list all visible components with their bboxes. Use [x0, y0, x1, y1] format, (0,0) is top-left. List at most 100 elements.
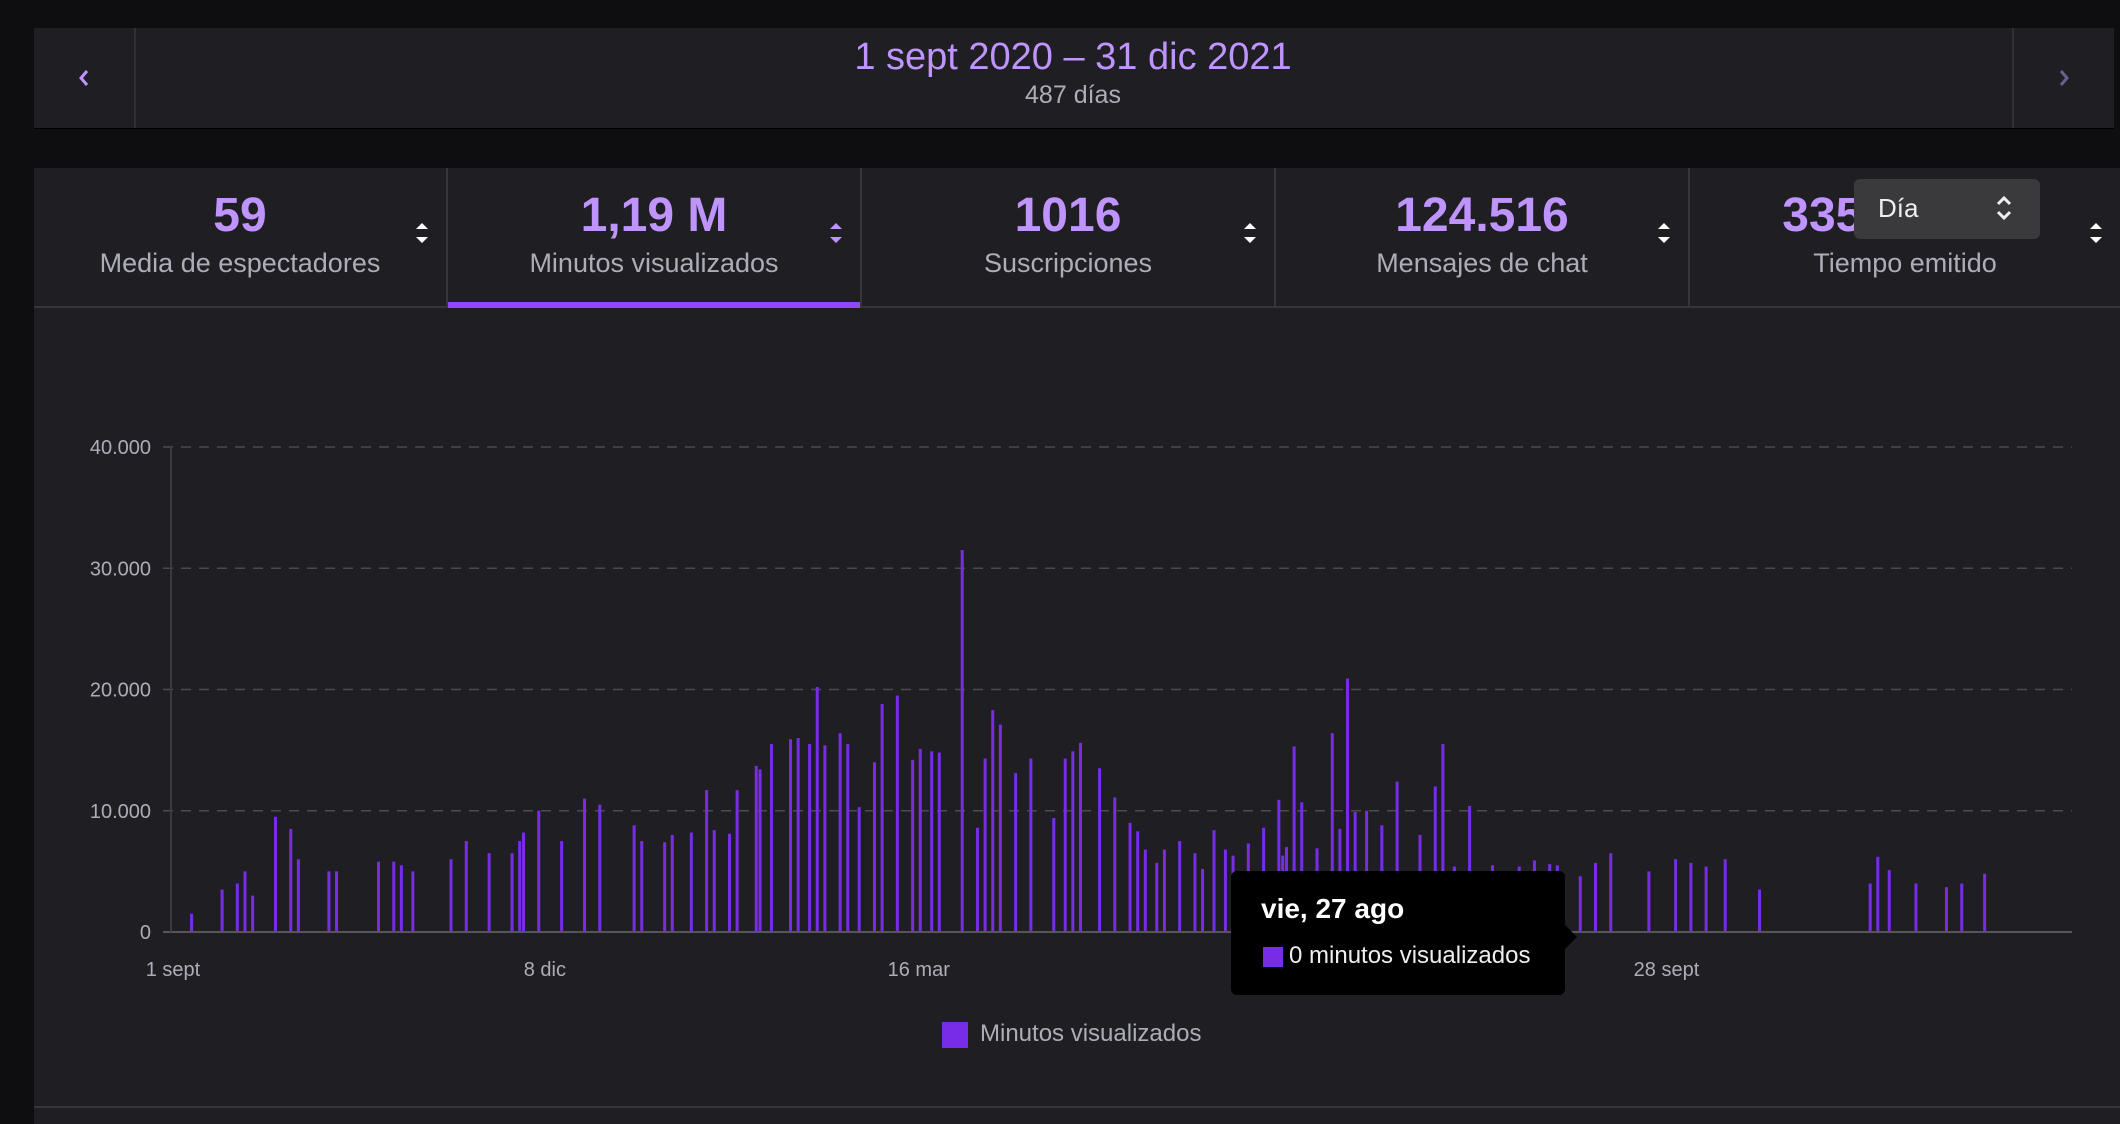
bar[interactable] [1395, 781, 1399, 932]
bar[interactable] [983, 758, 987, 932]
bar[interactable] [1723, 859, 1727, 932]
bar[interactable] [518, 841, 522, 932]
bar[interactable] [190, 913, 194, 932]
bar[interactable] [1143, 849, 1147, 932]
bar[interactable] [846, 744, 850, 932]
bar[interactable] [1292, 746, 1296, 932]
bar[interactable] [251, 895, 255, 932]
bar[interactable] [663, 842, 667, 932]
bar[interactable] [857, 807, 861, 932]
bar[interactable] [789, 739, 793, 932]
bar[interactable] [243, 871, 247, 932]
bar[interactable] [1201, 868, 1205, 932]
bar[interactable] [1704, 866, 1708, 932]
bar[interactable] [960, 550, 964, 932]
bar[interactable] [1578, 876, 1582, 932]
bar[interactable] [1468, 805, 1472, 932]
bar[interactable] [399, 865, 403, 932]
bar[interactable] [1983, 873, 1987, 932]
bar[interactable] [1212, 830, 1216, 932]
bar[interactable] [487, 853, 491, 932]
bar[interactable] [1078, 742, 1082, 932]
granularity-select[interactable]: Día [1854, 179, 2040, 239]
bar[interactable] [235, 883, 239, 933]
bar[interactable] [377, 861, 381, 932]
bar[interactable] [1178, 841, 1182, 932]
bar[interactable] [712, 830, 716, 932]
bar[interactable] [1063, 758, 1067, 932]
bar[interactable] [1029, 758, 1033, 932]
bar[interactable] [1193, 853, 1197, 932]
bar[interactable] [1944, 887, 1948, 932]
bar[interactable] [411, 871, 415, 932]
bar[interactable] [1914, 883, 1918, 933]
bar[interactable] [274, 816, 278, 932]
bar[interactable] [1960, 883, 1964, 933]
bar[interactable] [689, 832, 693, 932]
bar[interactable] [327, 871, 331, 932]
bar[interactable] [289, 828, 293, 932]
bar[interactable] [735, 790, 739, 932]
bar[interactable] [758, 769, 762, 932]
bar[interactable] [296, 859, 300, 932]
bar[interactable] [975, 827, 979, 932]
next-range-button[interactable] [2012, 28, 2114, 128]
bar[interactable] [918, 748, 922, 932]
bar[interactable] [335, 871, 339, 932]
bar[interactable] [670, 835, 674, 932]
bar[interactable] [1136, 831, 1140, 932]
bar[interactable] [930, 751, 934, 932]
bar[interactable] [1593, 862, 1597, 932]
bar[interactable] [1277, 799, 1281, 932]
bar[interactable] [1674, 859, 1678, 932]
bar[interactable] [1300, 802, 1304, 932]
previous-range-button[interactable] [34, 28, 136, 128]
bar[interactable] [1758, 889, 1762, 932]
stat-tab-average-viewers[interactable]: 59 Media de espectadores [34, 168, 448, 306]
bar[interactable] [872, 762, 876, 932]
bar[interactable] [880, 704, 884, 932]
bar[interactable] [1868, 883, 1872, 933]
bar[interactable] [705, 790, 709, 932]
bar[interactable] [727, 833, 731, 932]
bar[interactable] [632, 825, 636, 932]
bar[interactable] [991, 710, 995, 932]
bar[interactable] [392, 861, 396, 932]
bar[interactable] [560, 841, 564, 932]
bar[interactable] [895, 695, 899, 932]
bar[interactable] [1128, 822, 1132, 932]
stat-tab-chat-messages[interactable]: 124.516 Mensajes de chat [1276, 168, 1690, 306]
bar[interactable] [911, 759, 915, 932]
bar[interactable] [1609, 853, 1613, 932]
bar[interactable] [1223, 849, 1227, 932]
bar[interactable] [510, 853, 514, 932]
bar[interactable] [1113, 797, 1117, 932]
bar[interactable] [815, 687, 819, 932]
bar[interactable] [1887, 870, 1891, 932]
bar[interactable] [1014, 773, 1018, 932]
bar[interactable] [1098, 768, 1102, 932]
bar[interactable] [598, 804, 602, 932]
bar[interactable] [1162, 849, 1166, 932]
bar[interactable] [937, 752, 941, 932]
bar[interactable] [583, 798, 587, 932]
bar[interactable] [769, 744, 773, 932]
bar[interactable] [220, 889, 224, 932]
bar[interactable] [998, 724, 1002, 932]
bar[interactable] [1433, 786, 1437, 933]
bar[interactable] [640, 841, 644, 932]
bar[interactable] [1441, 744, 1445, 932]
bar[interactable] [464, 841, 468, 932]
bar[interactable] [1071, 751, 1075, 932]
stat-tab-minutes-watched[interactable]: 1,19 M Minutos visualizados [448, 168, 862, 308]
bar[interactable] [1330, 733, 1334, 932]
bar[interactable] [449, 859, 453, 932]
stat-tab-subscriptions[interactable]: 1016 Suscripciones [862, 168, 1276, 306]
bar[interactable] [1346, 678, 1350, 932]
bar[interactable] [1647, 871, 1651, 932]
bar[interactable] [796, 738, 800, 932]
bar[interactable] [754, 765, 758, 932]
bar[interactable] [808, 744, 812, 932]
bar[interactable] [838, 733, 842, 932]
bar[interactable] [1689, 862, 1693, 932]
